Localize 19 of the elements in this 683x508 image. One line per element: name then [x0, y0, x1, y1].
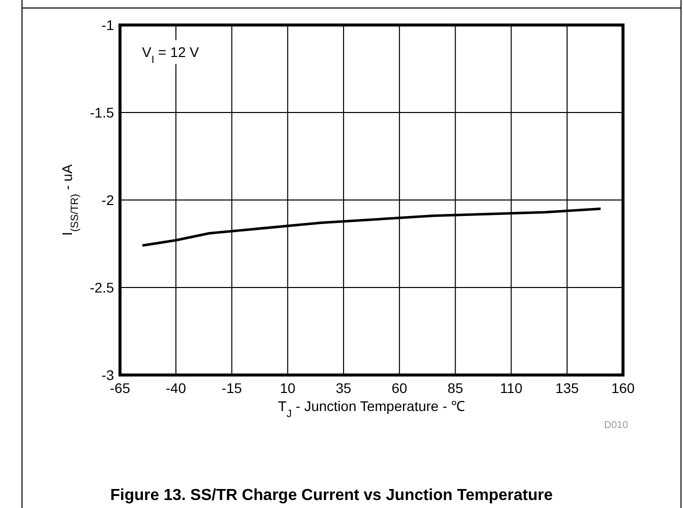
x-tick-label: -40 [166, 380, 186, 396]
text: D010 [604, 420, 628, 431]
y-tick-label: -1 [102, 17, 114, 33]
x-tick-label: 85 [448, 380, 464, 396]
x-tick-label: 60 [392, 380, 408, 396]
x-tick-label: 160 [611, 380, 635, 396]
y-tick-label: -3 [102, 367, 114, 383]
y-tick-label: -2 [102, 192, 114, 208]
text: Figure 13. SS/TR Charge Current vs Junction Temperature [110, 487, 553, 504]
x-tick-label: -15 [222, 380, 242, 396]
x-tick-label: -65 [110, 380, 130, 396]
x-tick-label: 110 [500, 380, 523, 396]
y-tick-label: -2.5 [90, 280, 114, 296]
y-tick-label: -1.5 [90, 104, 114, 120]
annotation: V$_{I}$ = 12 V [142, 44, 200, 66]
x-axis-title: T$_{J}$ - Junction Temperature - ℃ [278, 398, 466, 420]
x-tick-label: 135 [555, 380, 580, 396]
x-tick-label: 10 [280, 380, 296, 396]
x-tick-label: 35 [336, 380, 352, 396]
